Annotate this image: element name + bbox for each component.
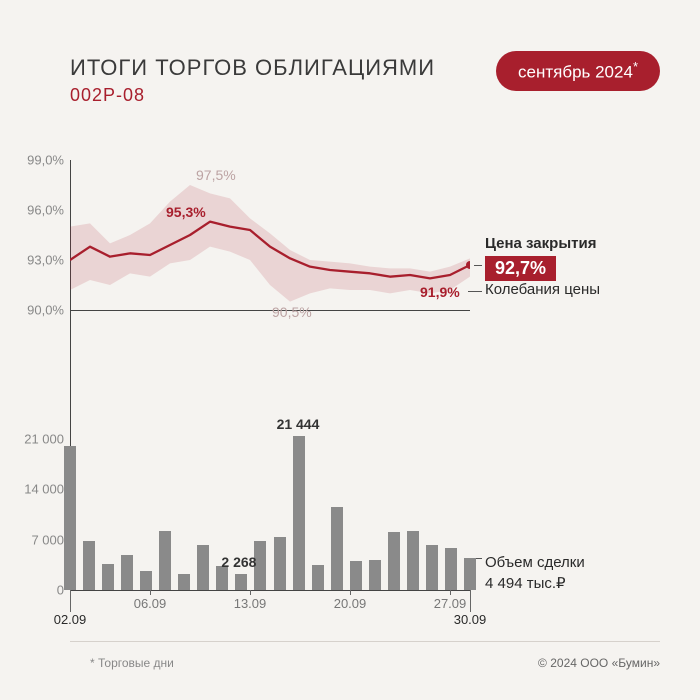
volume-bar xyxy=(159,531,171,590)
x-mid-label: 27.09 xyxy=(434,596,467,611)
pointer-range xyxy=(468,291,482,292)
chart-zone: 90,0%93,0%96,0%99,0%07 00014 00021 00002… xyxy=(70,160,630,590)
volume-bar xyxy=(178,574,190,590)
x-tick-mark xyxy=(450,590,451,595)
price-ytick-label: 96,0% xyxy=(4,203,64,218)
x-mid-label: 13.09 xyxy=(234,596,267,611)
price-ytick-label: 99,0% xyxy=(4,153,64,168)
volume-bar xyxy=(388,532,400,590)
volume-ytick-label: 14 000 xyxy=(4,482,64,497)
price-chart-svg xyxy=(70,160,470,320)
volume-bar xyxy=(274,537,286,590)
asterisk: * xyxy=(633,59,638,74)
close-price-label: Цена закрытия xyxy=(485,235,665,253)
x-mid-label: 06.09 xyxy=(134,596,167,611)
footer-divider xyxy=(70,641,660,642)
pointer-close xyxy=(474,265,482,266)
x-edge-label: 02.09 xyxy=(54,612,87,627)
volume-bar xyxy=(102,564,114,590)
price-range-label: Колебания цены xyxy=(485,281,665,298)
volume-bar xyxy=(312,565,324,590)
line-low-label: 91,9% xyxy=(420,284,460,300)
x-tick-mark xyxy=(70,590,71,612)
band-low-label: 90,5% xyxy=(272,304,312,320)
volume-value: 4 494 тыс.₽ xyxy=(485,574,665,592)
x-tick-mark xyxy=(150,590,151,595)
x-tick-mark xyxy=(350,590,351,595)
month-label: сентябрь 2024 xyxy=(518,63,633,82)
line-high-label: 95,3% xyxy=(166,204,206,220)
volume-bar xyxy=(445,548,457,590)
close-price-value: 92,7% xyxy=(485,256,556,281)
price-ytick-label: 93,0% xyxy=(4,253,64,268)
pointer-volume xyxy=(476,558,482,559)
volume-bar xyxy=(426,545,438,590)
volume-bar xyxy=(197,545,209,590)
x-tick-mark xyxy=(470,590,471,612)
copyright: © 2024 ООО «Бумин» xyxy=(538,656,660,670)
x-mid-label: 20.09 xyxy=(334,596,367,611)
price-band xyxy=(70,185,470,302)
annot-close-price: Цена закрытия 92,7% xyxy=(485,235,665,281)
plot-area: 90,0%93,0%96,0%99,0%07 00014 00021 00002… xyxy=(70,160,470,590)
volume-bar xyxy=(350,561,362,590)
volume-bar xyxy=(140,571,152,590)
annot-price-range: Колебания цены xyxy=(485,281,665,298)
volume-bar xyxy=(83,541,95,590)
volume-baseline xyxy=(70,590,470,591)
volume-label: Объем сделки xyxy=(485,554,665,572)
volume-bar xyxy=(464,558,476,590)
price-ytick-label: 90,0% xyxy=(4,303,64,318)
x-tick-mark xyxy=(250,590,251,595)
month-badge: сентябрь 2024* xyxy=(496,51,660,91)
footnote: * Торговые дни xyxy=(90,656,174,670)
volume-callout-high: 21 444 xyxy=(277,416,320,432)
volume-bar xyxy=(64,446,76,590)
volume-bar xyxy=(235,574,247,590)
volume-bar xyxy=(331,507,343,590)
volume-ytick-label: 0 xyxy=(4,583,64,598)
annot-volume: Объем сделки 4 494 тыс.₽ xyxy=(485,554,665,592)
volume-callout-low: 2 268 xyxy=(221,554,256,570)
volume-bar xyxy=(369,560,381,590)
volume-bar xyxy=(121,555,133,590)
volume-ytick-label: 21 000 xyxy=(4,431,64,446)
band-high-label: 97,5% xyxy=(196,167,236,183)
volume-ytick-label: 7 000 xyxy=(4,532,64,547)
x-edge-label: 30.09 xyxy=(454,612,487,627)
volume-bar xyxy=(293,436,305,590)
volume-bar xyxy=(407,531,419,590)
